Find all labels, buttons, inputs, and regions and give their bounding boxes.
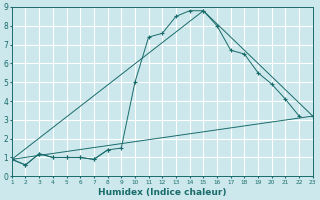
X-axis label: Humidex (Indice chaleur): Humidex (Indice chaleur) [98,188,227,197]
